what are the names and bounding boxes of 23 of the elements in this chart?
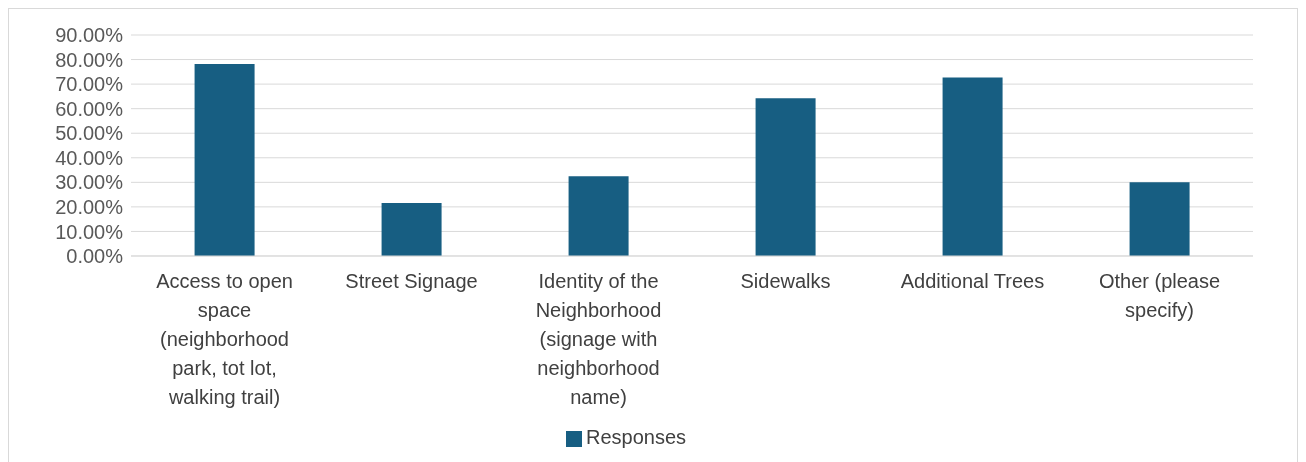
x-tick-label: Identity of the Neighborhood (signage with neighborhood name)	[535, 270, 662, 408]
y-tick-label: 60.00%	[55, 97, 124, 120]
x-tick-label: Other (please specify)	[1098, 270, 1221, 321]
bar	[755, 98, 816, 256]
y-tick-label: 30.00%	[55, 171, 124, 194]
legend-label: Responses	[585, 426, 687, 448]
y-tick-label: 70.00%	[55, 73, 124, 96]
x-tick-label: Additional Trees	[900, 270, 1045, 292]
bar	[568, 176, 629, 256]
y-tick-label: 0.00%	[66, 245, 124, 268]
y-tick-label: 80.00%	[55, 48, 124, 71]
y-tick-label: 90.00%	[55, 24, 124, 47]
bar	[194, 63, 255, 256]
x-tick-label: Sidewalks	[740, 270, 831, 292]
y-tick-label: 20.00%	[55, 195, 124, 218]
y-tick-label: 40.00%	[55, 146, 124, 169]
x-tick-label: Street Signage	[345, 270, 478, 292]
y-tick-label: 10.00%	[55, 220, 124, 243]
bar	[1129, 182, 1190, 256]
y-tick-label: 50.00%	[55, 122, 124, 145]
x-tick-label: Access to open space (neighborhood park, tot lot, walking trail)	[156, 270, 293, 408]
bar	[381, 202, 442, 256]
bar	[942, 77, 1003, 256]
